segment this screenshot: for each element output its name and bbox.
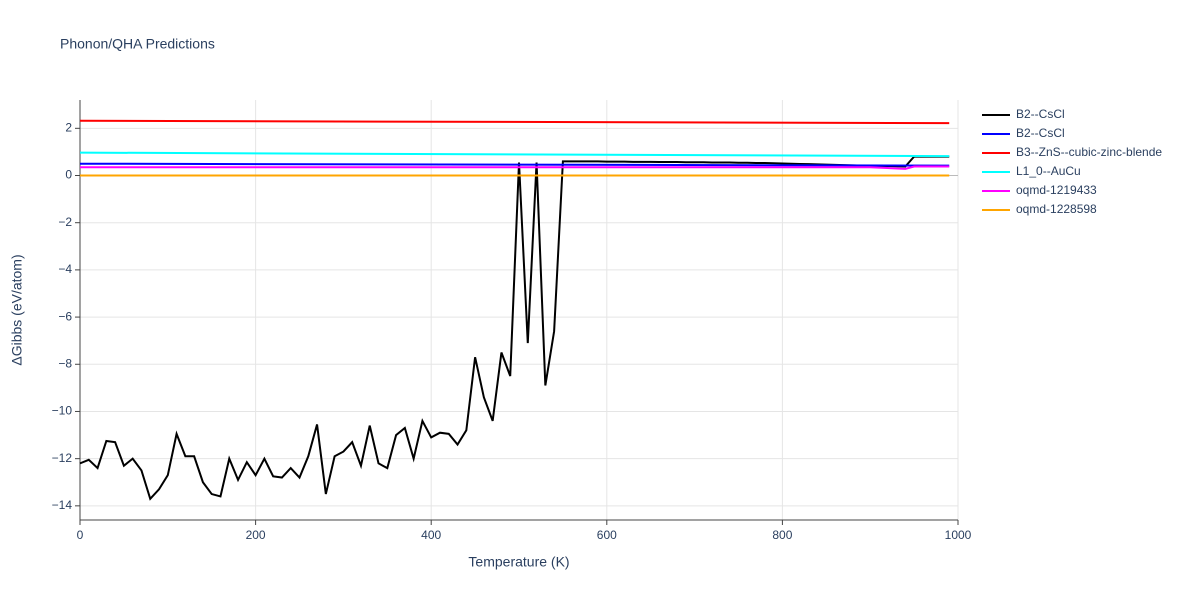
x-tick-label: 0 [77,528,84,542]
y-axis-title: ΔGibbs (eV/atom) [9,254,25,365]
x-tick-label: 200 [246,528,266,542]
x-tick-label: 800 [772,528,792,542]
x-tick-label: 600 [597,528,617,542]
legend-label: B3--ZnS--cubic-zinc-blende [1016,145,1162,159]
legend-label: oqmd-1219433 [1016,183,1097,197]
y-tick-label: −6 [58,309,72,323]
y-tick-label: −14 [52,498,73,512]
x-tick-label: 1000 [945,528,972,542]
legend-label: L1_0--AuCu [1016,164,1081,178]
y-tick-label: −2 [58,215,72,229]
y-tick-label: −8 [58,356,72,370]
series-line [80,165,950,170]
y-tick-label: 2 [65,120,72,134]
legend-label: B2--CsCl [1016,107,1065,121]
series-line [79,162,950,167]
chart-title: Phonon/QHA Predictions [60,36,215,52]
legend-label: oqmd-1228598 [1016,202,1097,216]
x-axis-title: Temperature (K) [468,554,569,570]
y-tick-label: −4 [58,262,72,276]
y-tick-label: −10 [52,404,73,418]
x-tick-label: 400 [421,528,441,542]
y-tick-label: 0 [65,168,72,182]
series-line [79,155,950,501]
y-tick-label: −12 [52,451,73,465]
series-line [79,151,950,158]
legend-label: B2--CsCl [1016,126,1065,140]
series-line [79,119,950,125]
